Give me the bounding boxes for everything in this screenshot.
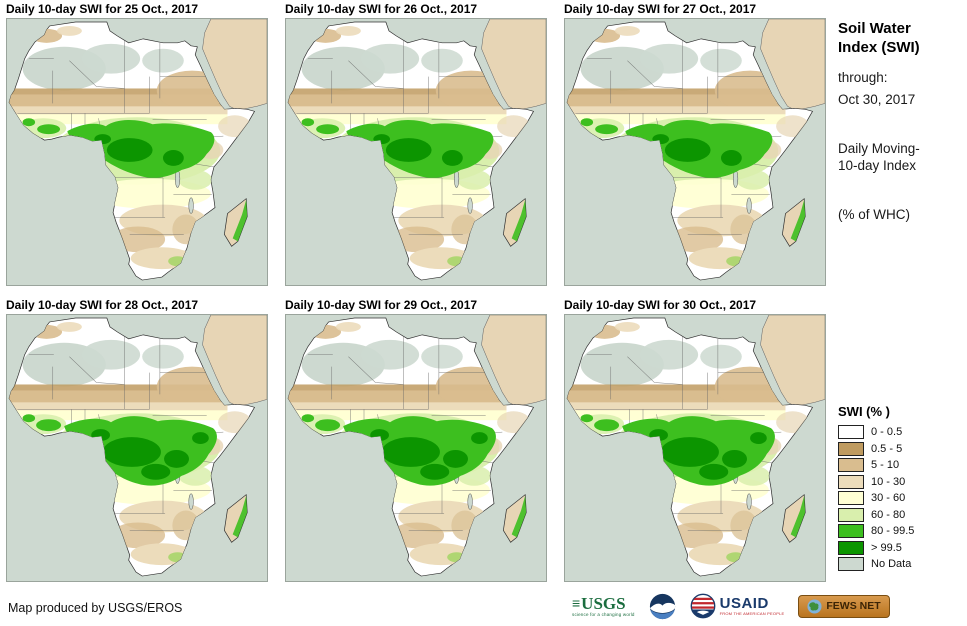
fewsnet-wordmark: FEWS NET [826, 600, 881, 612]
map-panel-27oct: Daily 10-day SWI for 27 Oct., 2017 [564, 2, 826, 286]
africa-map [564, 18, 826, 286]
legend-item: 5 - 10 [838, 457, 964, 474]
africa-map [6, 314, 268, 582]
usgs-bars-icon: ≡ [572, 595, 581, 612]
sidebar-title: Soil Water Index (SWI) [838, 20, 920, 56]
legend-label: 0 - 0.5 [871, 426, 903, 439]
map-panel-30oct: Daily 10-day SWI for 30 Oct., 2017 [564, 298, 826, 582]
usgs-logo: ≡ USGS science for a changing world [572, 595, 635, 618]
legend-label: 5 - 10 [871, 459, 900, 472]
noaa-logo-icon [649, 593, 675, 619]
legend-swatch [838, 474, 864, 489]
legend-swatch [838, 441, 864, 456]
legend-item: 80 - 99.5 [838, 523, 964, 540]
usgs-tagline: science for a changing world [572, 611, 635, 617]
usaid-logo: USAID FROM THE AMERICAN PEOPLE [690, 593, 785, 619]
through-date: Oct 30, 2017 [838, 92, 916, 108]
legend-label: 10 - 30 [871, 475, 906, 488]
panel-title: Daily 10-day SWI for 30 Oct., 2017 [564, 298, 757, 312]
legend-label: 0.5 - 5 [871, 442, 903, 455]
legend-swatch [838, 540, 864, 555]
legend-label: No Data [871, 558, 912, 571]
legend-swatch [838, 458, 864, 473]
legend-item: No Data [838, 556, 964, 573]
panel-title: Daily 10-day SWI for 25 Oct., 2017 [6, 2, 199, 16]
africa-map [285, 314, 547, 582]
legend-item: 30 - 60 [838, 490, 964, 507]
legend-label: 80 - 99.5 [871, 525, 915, 538]
legend-item: 0 - 0.5 [838, 424, 964, 441]
africa-map [285, 18, 547, 286]
legend-label: 60 - 80 [871, 508, 906, 521]
map-panel-25oct: Daily 10-day SWI for 25 Oct., 2017 [6, 2, 268, 286]
legend-item: > 99.5 [838, 540, 964, 557]
legend-swatch [838, 507, 864, 522]
map-panel-28oct: Daily 10-day SWI for 28 Oct., 2017 [6, 298, 268, 582]
usaid-tagline: FROM THE AMERICAN PEOPLE [719, 611, 785, 616]
units-label: (% of WHC) [838, 207, 910, 222]
through-label: through: [838, 69, 888, 85]
legend-swatch [838, 425, 864, 440]
legend-label: > 99.5 [871, 541, 902, 554]
usaid-wordmark: USAID [719, 595, 769, 612]
panel-title: Daily 10-day SWI for 27 Oct., 2017 [564, 2, 757, 16]
index-type: Daily Moving-10-day Index [838, 141, 920, 174]
map-panel-29oct: Daily 10-day SWI for 29 Oct., 2017 [285, 298, 547, 582]
usgs-wordmark: USGS [581, 593, 626, 613]
legend-swatch [838, 491, 864, 506]
logo-strip: ≡ USGS science for a changing world [572, 590, 890, 622]
legend-swatch [838, 524, 864, 539]
legend-title: SWI (% ) [838, 404, 890, 419]
legend-item: 0.5 - 5 [838, 441, 964, 458]
panel-title: Daily 10-day SWI for 26 Oct., 2017 [285, 2, 478, 16]
legend-swatch [838, 557, 864, 572]
legend-label: 30 - 60 [871, 492, 906, 505]
fewsnet-globe-icon [807, 598, 822, 614]
swi-legend: SWI (% ) 0 - 0.5 0.5 - 5 5 - 10 10 - 30 … [838, 404, 964, 573]
panel-title: Daily 10-day SWI for 28 Oct., 2017 [6, 298, 199, 312]
legend-item: 10 - 30 [838, 474, 964, 491]
africa-map [6, 18, 268, 286]
legend-item: 60 - 80 [838, 507, 964, 524]
map-panel-26oct: Daily 10-day SWI for 26 Oct., 2017 [285, 2, 547, 286]
sidebar: Soil Water Index (SWI) through: Oct 30, … [838, 20, 964, 230]
credit-text: Map produced by USGS/EROS [8, 601, 183, 615]
africa-map [564, 314, 826, 582]
fewsnet-logo: FEWS NET [798, 594, 890, 618]
panel-title: Daily 10-day SWI for 29 Oct., 2017 [285, 298, 478, 312]
usaid-emblem-icon [690, 593, 716, 619]
